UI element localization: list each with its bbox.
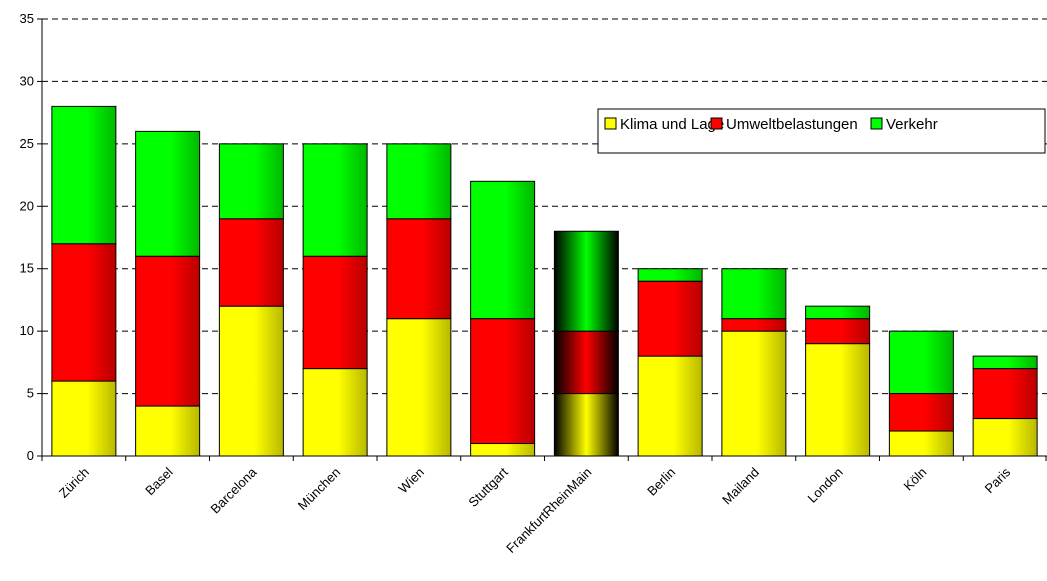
legend-label-verkehr: Verkehr: [886, 116, 938, 133]
bar-frankfurtrheinmain-verkehr: [553, 230, 619, 332]
bar-berlin-umweltbelastungen: [637, 280, 703, 357]
bar-stuttgart-umweltbelastungen: [470, 318, 536, 445]
bar-basel-verkehr: [135, 130, 201, 257]
legend-swatch-umweltbelastungen: [710, 117, 723, 130]
y-tick-label: 0: [27, 448, 34, 463]
bar-koeln-verkehr: [888, 330, 954, 395]
bar-paris-verkehr: [972, 355, 1038, 370]
bar-mailand-umweltbelastungen: [721, 318, 787, 332]
bar-koeln-klima-und-lage: [888, 430, 954, 457]
legend-label-klima-und-lage: Klima und Lage: [620, 116, 724, 133]
bar-basel-klima-und-lage: [135, 405, 201, 457]
bar-basel-umweltbelastungen: [135, 255, 201, 407]
x-tick-label-muenchen: München: [295, 465, 343, 513]
bar-london-klima-und-lage: [805, 343, 871, 457]
x-tick-label-paris: Paris: [982, 464, 1014, 496]
bar-zuerich-klima-und-lage: [51, 380, 117, 457]
bar-frankfurtrheinmain-klima-und-lage: [553, 393, 619, 457]
bar-london-verkehr: [805, 305, 871, 320]
x-tick-label-stuttgart: Stuttgart: [465, 464, 511, 510]
legend: Klima und Lage Umweltbelastungen Verkehr: [597, 108, 1046, 154]
bar-wien-verkehr: [386, 143, 452, 220]
bar-barcelona-verkehr: [218, 143, 284, 220]
bar-stuttgart-klima-und-lage: [470, 443, 536, 457]
legend-box: [597, 108, 1046, 154]
x-tick-label-mailand: Mailand: [719, 465, 762, 508]
bar-muenchen-umweltbelastungen: [302, 255, 368, 370]
axes: [37, 18, 1047, 461]
x-tick-label-basel: Basel: [142, 464, 176, 498]
legend-swatch-klima-und-lage: [604, 117, 617, 130]
bar-koeln-umweltbelastungen: [888, 393, 954, 432]
x-tick-label-barcelona: Barcelona: [207, 464, 260, 517]
bar-zuerich-verkehr: [51, 105, 117, 245]
x-tick-label-wien: Wien: [395, 465, 427, 497]
bar-frankfurtrheinmain-umweltbelastungen: [553, 330, 619, 395]
legend-swatch-verkehr: [870, 117, 883, 130]
x-tick-label-zuerich: Zürich: [56, 465, 92, 501]
bar-barcelona-umweltbelastungen: [218, 218, 284, 307]
x-tick-label-frankfurtrheinmain: FrankfurtRheinMain: [503, 465, 594, 556]
bar-mailand-verkehr: [721, 268, 787, 320]
x-tick-label-koeln: Köln: [900, 465, 929, 494]
bar-zuerich-umweltbelastungen: [51, 243, 117, 382]
x-tick-label-london: London: [804, 465, 845, 506]
bar-paris-klima-und-lage: [972, 418, 1038, 457]
bar-berlin-verkehr: [637, 268, 703, 282]
bar-wien-umweltbelastungen: [386, 218, 452, 320]
y-tick-label: 5: [27, 386, 34, 401]
bar-paris-umweltbelastungen: [972, 368, 1038, 420]
gridlines: [42, 18, 1047, 395]
bar-muenchen-verkehr: [302, 143, 368, 257]
y-tick-label: 20: [20, 198, 34, 213]
bars: [51, 105, 1038, 457]
bar-wien-klima-und-lage: [386, 318, 452, 457]
bar-berlin-klima-und-lage: [637, 355, 703, 457]
bar-stuttgart-verkehr: [470, 180, 536, 320]
y-tick-label: 25: [20, 136, 34, 151]
bar-london-umweltbelastungen: [805, 318, 871, 345]
bar-mailand-klima-und-lage: [721, 330, 787, 457]
y-tick-label: 30: [20, 73, 34, 88]
y-tick-label: 35: [20, 11, 34, 26]
y-tick-label: 10: [20, 323, 34, 338]
x-tick-label-berlin: Berlin: [644, 465, 678, 499]
bar-muenchen-klima-und-lage: [302, 368, 368, 457]
y-tick-label: 15: [20, 261, 34, 276]
legend-label-umweltbelastungen: Umweltbelastungen: [726, 116, 858, 133]
bar-barcelona-klima-und-lage: [218, 305, 284, 457]
